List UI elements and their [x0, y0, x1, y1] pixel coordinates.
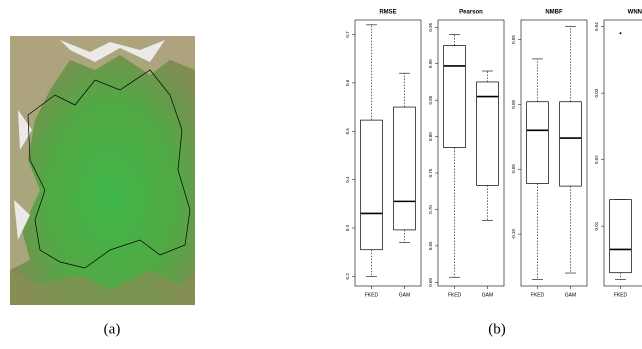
- chart-title: Pearson: [459, 10, 483, 16]
- x-tick-label: GAM: [565, 292, 576, 298]
- y-tick-label: -0.10: [511, 228, 516, 239]
- page: (a) (b) RMSE 0.2 0.3 0.4 0.5 0.6 0.7 FKED GAM Pea…: [0, 0, 642, 349]
- y-tick-label: 0.60: [428, 277, 433, 286]
- y-tick-label: 0.70: [428, 205, 433, 214]
- chart-title: WNNR: [628, 10, 642, 16]
- y-tick-label: 0.02: [594, 155, 599, 164]
- chart-title: NMBF: [545, 10, 563, 16]
- y-tick-label: 0.2: [345, 273, 350, 280]
- y-tick-label: 0.6: [345, 79, 350, 86]
- y-tick-label: 0.95: [428, 22, 433, 31]
- y-tick-label: 0.7: [345, 31, 350, 38]
- y-tick-label: 0.03: [594, 88, 599, 97]
- box: [444, 46, 466, 148]
- y-tick-label: 0.65: [428, 241, 433, 250]
- outlier: [620, 32, 622, 34]
- box: [361, 120, 383, 250]
- y-tick-label: 0.75: [428, 168, 433, 177]
- panel-label: (b): [488, 321, 506, 337]
- y-tick-label: 0.04: [594, 22, 599, 31]
- x-tick-label: GAM: [482, 292, 493, 298]
- x-tick-label: FKED: [448, 292, 462, 298]
- x-tick-label: FKED: [531, 292, 545, 298]
- y-tick-label: 0.01: [594, 221, 599, 230]
- box: [610, 200, 632, 273]
- y-tick-label: 0.5: [345, 128, 350, 135]
- panel-label: (a): [104, 321, 121, 337]
- x-tick-label: FKED: [365, 292, 379, 298]
- y-tick-label: 0.00: [511, 99, 516, 108]
- y-tick-label: -0.05: [511, 164, 516, 175]
- box: [477, 82, 499, 185]
- box: [527, 102, 549, 184]
- y-tick-label: 0.90: [428, 59, 433, 68]
- map: [10, 36, 195, 305]
- y-tick-label: 0.05: [511, 35, 516, 44]
- x-tick-label: GAM: [399, 292, 410, 298]
- y-tick-label: 0.80: [428, 132, 433, 141]
- y-tick-label: 0.85: [428, 95, 433, 104]
- x-tick-label: FKED: [614, 292, 628, 298]
- box: [560, 102, 582, 186]
- y-tick-label: 0.4: [345, 176, 350, 183]
- y-tick-label: 0.3: [345, 224, 350, 231]
- chart-title: RMSE: [379, 10, 396, 16]
- figure: (a) (b) RMSE 0.2 0.3 0.4 0.5 0.6 0.7 FKED GAM Pea…: [0, 0, 642, 349]
- box: [394, 107, 416, 230]
